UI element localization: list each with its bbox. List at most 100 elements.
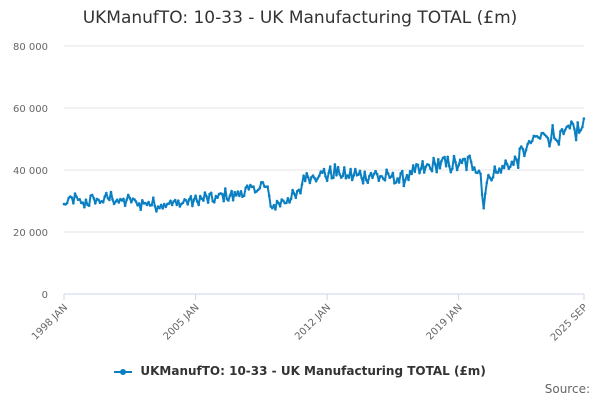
data-point[interactable] — [473, 166, 476, 169]
data-point[interactable] — [239, 190, 243, 193]
data-point[interactable] — [369, 171, 373, 175]
data-point[interactable] — [78, 198, 81, 201]
data-point[interactable] — [70, 196, 74, 199]
data-point[interactable] — [224, 187, 227, 190]
data-point[interactable] — [247, 188, 251, 191]
data-point[interactable] — [557, 143, 561, 146]
data-point[interactable] — [152, 196, 155, 199]
data-point[interactable] — [581, 125, 584, 129]
data-point[interactable] — [303, 179, 307, 183]
data-point[interactable] — [195, 200, 199, 203]
data-point[interactable] — [339, 176, 343, 179]
data-point[interactable] — [308, 181, 312, 185]
data-point[interactable] — [556, 139, 559, 143]
data-point[interactable] — [274, 208, 277, 211]
data-point[interactable] — [83, 205, 86, 209]
data-point[interactable] — [343, 166, 346, 169]
data-point[interactable] — [390, 175, 393, 178]
data-point[interactable] — [410, 172, 414, 176]
data-point[interactable] — [271, 206, 274, 210]
data-point[interactable] — [516, 166, 520, 169]
data-point[interactable] — [576, 121, 579, 124]
data-point[interactable] — [563, 128, 567, 132]
data-point[interactable] — [524, 148, 528, 152]
data-point[interactable] — [128, 196, 132, 200]
data-point[interactable] — [236, 190, 240, 193]
data-point[interactable] — [541, 131, 545, 135]
data-point[interactable] — [231, 198, 235, 202]
data-point[interactable] — [579, 128, 583, 132]
data-point[interactable] — [216, 196, 219, 199]
data-point[interactable] — [521, 147, 525, 151]
data-point[interactable] — [175, 203, 179, 207]
data-point[interactable] — [266, 185, 269, 188]
data-point[interactable] — [202, 199, 205, 202]
data-point[interactable] — [133, 198, 136, 201]
data-point[interactable] — [451, 167, 454, 170]
data-point[interactable] — [203, 191, 207, 194]
data-point[interactable] — [485, 181, 489, 185]
data-point[interactable] — [300, 183, 304, 186]
data-point[interactable] — [352, 174, 356, 177]
data-point[interactable] — [94, 202, 97, 205]
data-point[interactable] — [424, 165, 428, 168]
data-point[interactable] — [136, 204, 139, 207]
data-point[interactable] — [349, 167, 352, 171]
data-point[interactable] — [454, 160, 457, 164]
data-point[interactable] — [582, 117, 586, 120]
data-point[interactable] — [531, 139, 534, 143]
data-point[interactable] — [548, 145, 551, 148]
data-point[interactable] — [567, 124, 570, 128]
data-point[interactable] — [222, 199, 225, 203]
data-point[interactable] — [440, 159, 443, 163]
data-point[interactable] — [198, 194, 202, 198]
data-point[interactable] — [341, 174, 345, 178]
data-point[interactable] — [84, 198, 88, 201]
data-point[interactable] — [465, 168, 468, 172]
data-point[interactable] — [346, 174, 349, 177]
data-point[interactable] — [402, 184, 406, 188]
data-point[interactable] — [386, 172, 390, 175]
data-point[interactable] — [404, 178, 407, 181]
data-point[interactable] — [546, 136, 550, 140]
data-point[interactable] — [111, 198, 114, 201]
data-point[interactable] — [504, 159, 507, 162]
data-point[interactable] — [460, 161, 464, 165]
data-point[interactable] — [214, 194, 218, 198]
data-point[interactable] — [261, 181, 265, 184]
data-point[interactable] — [482, 206, 486, 210]
data-point[interactable] — [137, 202, 141, 205]
data-point[interactable] — [123, 204, 127, 208]
data-point[interactable] — [505, 163, 509, 166]
data-point[interactable] — [292, 192, 296, 195]
data-point[interactable] — [291, 188, 294, 192]
data-point[interactable] — [115, 198, 119, 201]
data-point[interactable] — [570, 120, 573, 123]
data-point[interactable] — [480, 193, 484, 197]
data-point[interactable] — [269, 205, 273, 208]
data-point[interactable] — [230, 189, 233, 193]
data-point[interactable] — [365, 178, 368, 182]
data-point[interactable] — [358, 169, 362, 173]
data-point[interactable] — [184, 199, 188, 202]
data-point[interactable] — [191, 204, 194, 208]
data-point[interactable] — [510, 160, 514, 164]
data-point[interactable] — [361, 182, 365, 185]
data-point[interactable] — [327, 171, 331, 175]
data-point[interactable] — [568, 126, 572, 130]
data-point[interactable] — [324, 175, 327, 178]
data-point[interactable] — [526, 142, 529, 146]
data-point[interactable] — [213, 201, 216, 204]
data-point[interactable] — [92, 196, 96, 200]
data-point[interactable] — [197, 203, 200, 207]
data-point[interactable] — [289, 197, 293, 200]
data-point[interactable] — [305, 172, 309, 175]
data-point[interactable] — [432, 156, 435, 160]
data-point[interactable] — [108, 198, 111, 202]
data-point[interactable] — [161, 207, 164, 210]
data-point[interactable] — [444, 164, 448, 168]
data-point[interactable] — [421, 160, 424, 163]
data-point[interactable] — [518, 147, 521, 150]
data-point[interactable] — [114, 200, 117, 203]
data-point[interactable] — [286, 197, 290, 200]
